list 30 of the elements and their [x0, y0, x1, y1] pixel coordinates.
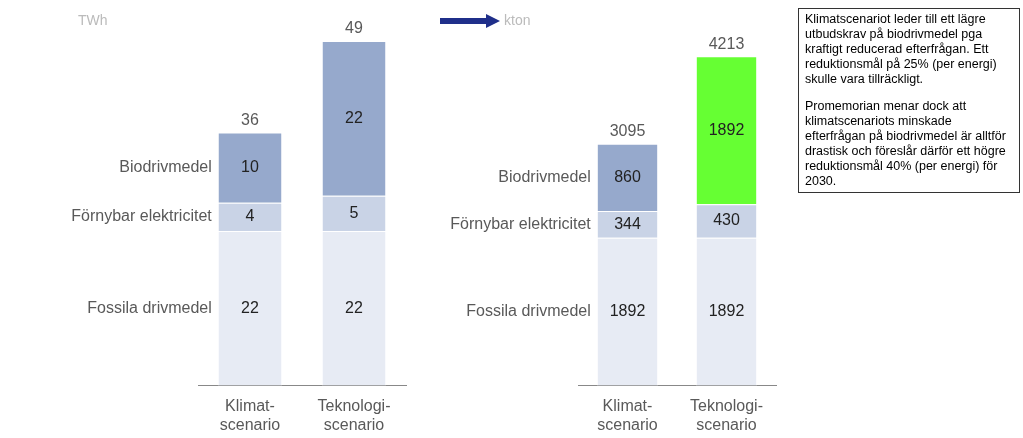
series-label: Förnybar elektricitet	[450, 214, 592, 232]
data-label: 5	[349, 203, 359, 221]
total-label: 49	[345, 19, 363, 37]
total-label: 4213	[708, 34, 745, 52]
data-label: 22	[345, 298, 363, 316]
y-axis-title: kton	[504, 12, 531, 28]
data-label: 22	[345, 108, 363, 126]
total-label: 36	[241, 110, 259, 128]
data-label: 1892	[708, 120, 745, 138]
x-tick-label: Teknologi- scenario	[690, 396, 763, 433]
series-label: Förnybar elektricitet	[71, 207, 213, 225]
data-label: 860	[614, 167, 641, 185]
y-axis-title: TWh	[78, 12, 108, 28]
series-label: Fossila drivmedel	[87, 298, 212, 316]
text: Promemorian menar dock att klimatscenariots minskade efterfrågan på biodrivmedel är alltför drastisk och föreslår därför ett högre reduktionsmål 40% (per energi) för 2030.	[805, 99, 1007, 189]
data-label: 1892	[708, 302, 745, 320]
data-label: 430	[713, 211, 740, 229]
data-label: 10	[241, 158, 259, 176]
series-label: Biodrivmedel	[498, 167, 591, 185]
total-label: 3095	[609, 122, 646, 140]
data-label: 1892	[609, 302, 646, 320]
x-tick-label: Klimat- scenario	[597, 396, 658, 433]
series-label: Fossila drivmedel	[466, 302, 591, 320]
x-tick-label: Klimat- scenario	[219, 396, 281, 433]
text: Klimatscenariot leder till ett lägre utbudskrav på biodrivmedel pga kraftigt reducerad efterfrågan. Ett reduktionsmål på 25% (per energi) skulle vara tillräckligt.	[805, 12, 998, 87]
x-tick-label: Teknologi- scenario	[317, 396, 391, 433]
series-label: Biodrivmedel	[119, 158, 212, 176]
data-label: 344	[614, 214, 641, 232]
data-label: 4	[245, 207, 255, 225]
data-label: 22	[241, 298, 259, 316]
